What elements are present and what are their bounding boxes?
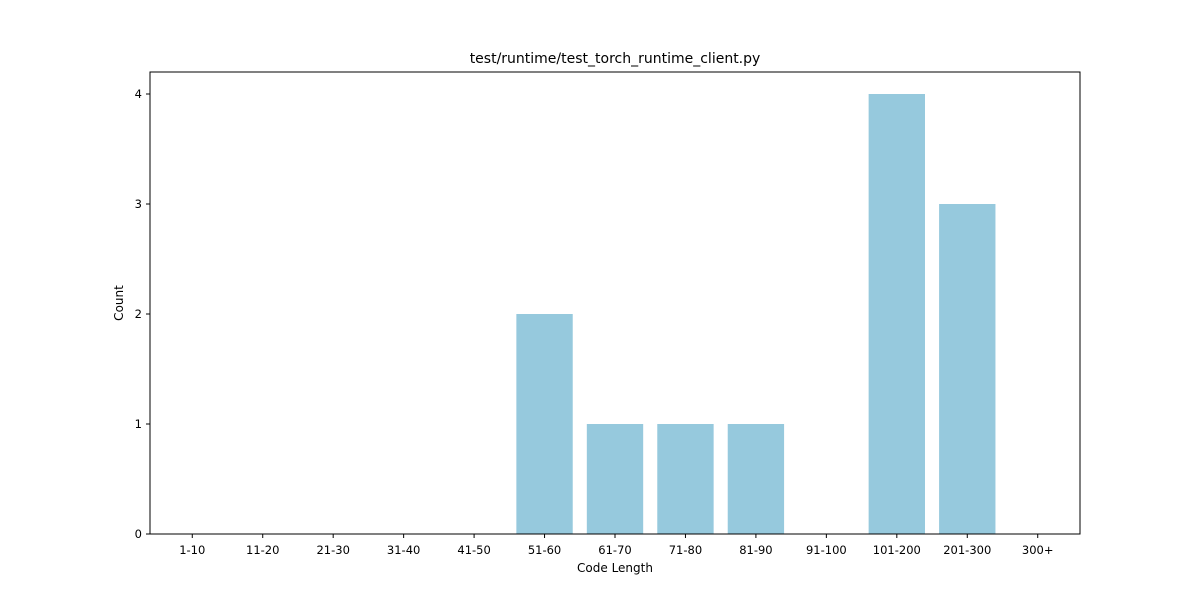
y-tick-label: 2 [135,307,142,321]
plot-frame [149,71,1081,535]
bar-51-60 [516,314,573,534]
y-tick-label: 1 [135,417,142,431]
x-tick-label: 51-60 [528,543,561,557]
x-tick-label: 300+ [1022,543,1054,557]
x-tick-label: 71-80 [669,543,702,557]
x-tick-label: 201-300 [943,543,991,557]
bar-71-80 [657,424,714,534]
x-tick-label: 61-70 [598,543,631,557]
x-tick-label: 1-10 [179,543,205,557]
chart-title: test/runtime/test_torch_runtime_client.p… [470,51,761,67]
x-tick-label: 81-90 [739,543,772,557]
y-axis-ticks: 0 1 2 3 4 [135,87,150,541]
x-axis-label: Code Length [577,561,653,575]
x-tick-label: 11-20 [246,543,279,557]
bar-101-200 [868,94,925,534]
x-tick-label: 41-50 [457,543,490,557]
bar-61-70 [586,424,644,534]
x-tick-label: 101-200 [873,543,921,557]
y-tick-label: 4 [135,87,142,101]
x-tick-label: 31-40 [387,543,420,557]
x-tick-label: 91-100 [806,543,847,557]
y-axis-label: Count [112,285,126,321]
x-tick-label: 21-30 [316,543,349,557]
bar-201-300 [939,204,996,534]
bars-group [516,94,996,534]
bar-81-90 [727,424,785,534]
y-tick-label: 3 [135,197,142,211]
y-tick-label: 0 [135,527,142,541]
x-axis-ticks: 1-10 11-20 21-30 31-40 41-50 51-60 61-70 71-80 8… [179,534,1054,557]
